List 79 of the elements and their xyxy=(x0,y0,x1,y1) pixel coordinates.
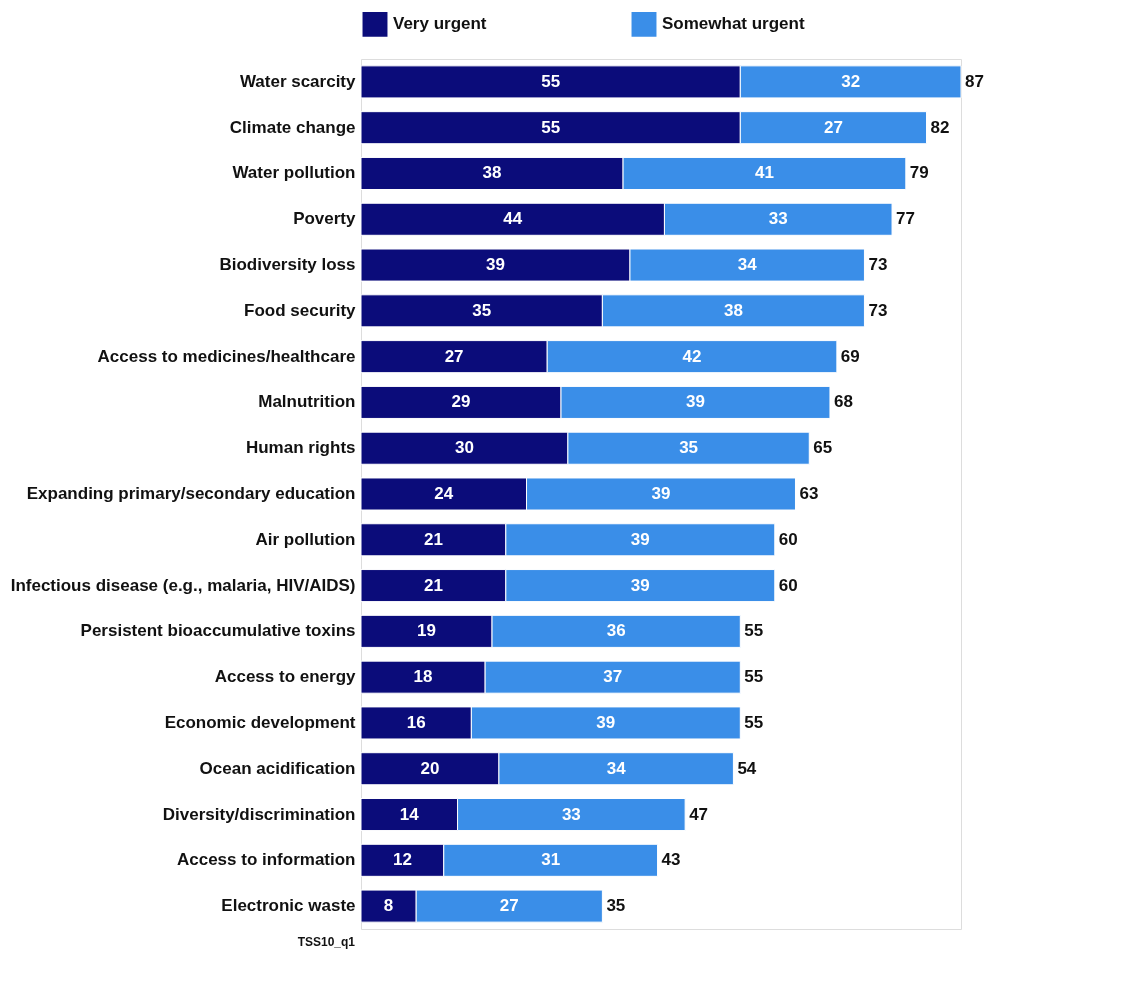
data-label: 42 xyxy=(682,346,702,366)
data-label: 55 xyxy=(541,117,561,137)
y-tick-label: Access to information xyxy=(176,850,356,870)
legend-label: Very urgent xyxy=(393,14,487,34)
data-label: 8 xyxy=(383,896,394,916)
data-label: 39 xyxy=(630,529,650,549)
data-label: 21 xyxy=(423,529,443,549)
data-label: 41 xyxy=(754,163,774,183)
y-tick-label: Air pollution xyxy=(255,529,356,549)
total-label: 55 xyxy=(744,621,764,641)
data-label: 33 xyxy=(768,209,788,229)
data-label: 31 xyxy=(541,850,561,870)
total-label: 69 xyxy=(840,346,860,366)
data-label: 24 xyxy=(434,484,454,503)
legend-label: Somewhat urgent xyxy=(662,14,805,34)
y-tick-label: Infectious disease (e.g., malaria, HIV/AIDS) xyxy=(10,575,356,595)
y-tick-label: Electronic waste xyxy=(221,896,356,916)
total-label: 55 xyxy=(744,667,764,687)
data-label: 16 xyxy=(406,712,426,732)
data-label: 44 xyxy=(503,209,523,229)
data-label: 39 xyxy=(596,712,616,732)
y-tick-label: Diversity/discrimination xyxy=(162,804,356,824)
total-label: 63 xyxy=(799,484,819,503)
y-tick-label: Human rights xyxy=(245,438,356,458)
total-label: 35 xyxy=(606,896,626,916)
data-label: 27 xyxy=(823,117,843,137)
data-label: 39 xyxy=(630,575,650,595)
data-label: 21 xyxy=(423,575,443,595)
total-label: 55 xyxy=(744,712,764,732)
text: TSS10_q1 xyxy=(297,935,356,949)
data-label: 39 xyxy=(651,484,671,503)
total-label: 68 xyxy=(833,392,853,412)
y-tick-label: Access to energy xyxy=(214,667,357,687)
data-label: 27 xyxy=(499,896,519,916)
total-label: 60 xyxy=(778,529,798,549)
y-tick-label: Water scarcity xyxy=(239,71,357,91)
data-label: 19 xyxy=(417,621,436,641)
y-tick-label: Expanding primary/secondary education xyxy=(26,484,356,503)
total-label: 77 xyxy=(896,209,915,229)
data-label: 12 xyxy=(392,850,412,870)
data-label: 37 xyxy=(603,667,623,687)
data-label: 55 xyxy=(541,71,561,91)
data-label: 35 xyxy=(472,300,492,320)
y-tick-label: Malnutrition xyxy=(258,392,356,412)
data-label: 33 xyxy=(561,804,581,824)
y-tick-label: Climate change xyxy=(229,117,356,137)
data-label: 18 xyxy=(413,667,433,687)
total-label: 73 xyxy=(868,300,888,320)
y-tick-label: Poverty xyxy=(293,209,357,229)
y-tick-label: Ocean acidification xyxy=(199,758,356,778)
y-tick-label: Biodiversity loss xyxy=(219,255,356,275)
data-label: 38 xyxy=(482,163,502,183)
data-label: 38 xyxy=(723,300,743,320)
data-label: 14 xyxy=(399,804,420,824)
data-label: 35 xyxy=(679,438,699,458)
y-tick-label: Persistent bioaccumulative toxins xyxy=(80,621,356,641)
data-label: 34 xyxy=(606,758,627,778)
data-label: 27 xyxy=(444,346,464,366)
total-label: 65 xyxy=(813,438,833,458)
total-label: 60 xyxy=(778,575,798,595)
data-label: 39 xyxy=(486,255,505,275)
y-tick-label: Water pollution xyxy=(232,163,356,183)
data-label: 30 xyxy=(454,438,474,458)
total-label: 54 xyxy=(737,758,757,778)
data-label: 32 xyxy=(841,71,861,91)
total-label: 82 xyxy=(930,117,950,137)
data-label: 34 xyxy=(737,255,758,275)
total-label: 73 xyxy=(868,255,888,275)
total-label: 47 xyxy=(689,804,709,824)
y-tick-label: Economic development xyxy=(164,712,356,732)
total-label: 79 xyxy=(909,163,929,183)
y-tick-label: Food security xyxy=(244,300,357,320)
data-label: 36 xyxy=(606,621,626,641)
total-label: 43 xyxy=(661,850,681,870)
data-label: 29 xyxy=(451,392,471,412)
data-label: 20 xyxy=(420,758,440,778)
y-tick-label: Access to medicines/healthcare xyxy=(97,346,356,366)
data-label: 39 xyxy=(686,392,705,412)
total-label: 87 xyxy=(965,71,984,91)
